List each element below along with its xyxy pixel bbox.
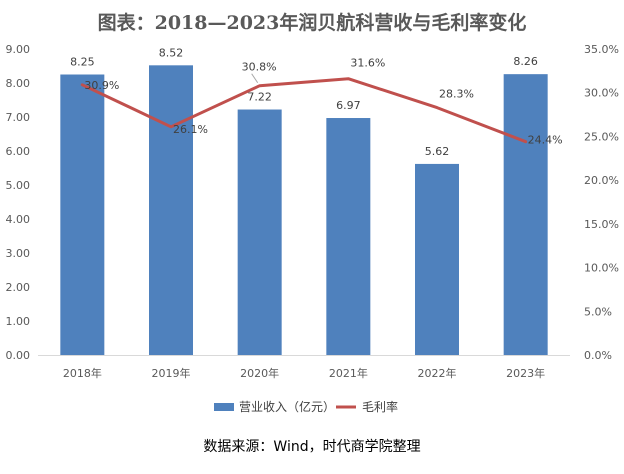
margin-data-label: 30.8% — [242, 61, 277, 74]
y-left-tick-label: 3.00 — [6, 247, 31, 260]
y-right-tick-label: 10.0% — [584, 262, 619, 275]
x-tick-label: 2022年 — [418, 366, 457, 380]
y-right-tick-label: 35.0% — [584, 43, 619, 56]
x-tick-label: 2018年 — [63, 366, 102, 380]
margin-data-label: 31.6% — [350, 57, 385, 70]
margin-data-label: 28.3% — [439, 88, 474, 101]
y-left-tick-label: 4.00 — [6, 213, 31, 226]
y-right-tick-label: 5.0% — [584, 305, 612, 318]
x-tick-label: 2023年 — [506, 366, 545, 380]
x-tick-label: 2019年 — [152, 366, 191, 380]
y-left-tick-label: 8.00 — [6, 77, 31, 90]
margin-data-label: 26.1% — [173, 123, 208, 136]
x-tick-label: 2020年 — [240, 366, 279, 380]
chart-title: 图表：2018—2023年润贝航科营收与毛利率变化 — [97, 12, 527, 34]
y-left-tick-label: 9.00 — [6, 43, 31, 56]
revenue-bar — [149, 65, 193, 355]
y-right-tick-label: 30.0% — [584, 87, 619, 100]
revenue-data-label: 8.25 — [70, 56, 95, 69]
y-right-tick-label: 0.0% — [584, 349, 612, 362]
y-left-tick-label: 5.00 — [6, 179, 31, 192]
y-left-tick-label: 0.00 — [6, 349, 31, 362]
x-tick-label: 2021年 — [329, 366, 368, 380]
revenue-data-label: 6.97 — [336, 99, 361, 112]
legend-swatch-revenue — [214, 403, 234, 411]
margin-label-leader — [251, 73, 259, 83]
margin-data-label: 24.4% — [528, 134, 563, 147]
y-left-tick-label: 1.00 — [6, 315, 31, 328]
margin-line — [80, 77, 528, 144]
y-left-tick-label: 7.00 — [6, 111, 31, 124]
y-left-tick-label: 6.00 — [6, 145, 31, 158]
revenue-data-label: 8.52 — [159, 46, 184, 59]
legend-label-margin: 毛利率 — [362, 399, 398, 414]
revenue-data-label: 7.22 — [247, 91, 272, 104]
y-left-tick-label: 2.00 — [6, 281, 31, 294]
y-right-tick-label: 20.0% — [584, 174, 619, 187]
revenue-bar — [60, 74, 105, 355]
revenue-bar — [503, 74, 548, 355]
margin-data-label: 30.9% — [84, 79, 119, 92]
revenue-data-label: 5.62 — [425, 145, 450, 158]
legend-label-revenue: 营业收入（亿元） — [239, 399, 335, 414]
revenue-bar — [415, 163, 459, 355]
revenue-bar — [326, 118, 371, 356]
revenue-bar — [237, 109, 282, 356]
source-note: 数据来源：Wind，时代商学院整理 — [203, 439, 421, 455]
y-right-tick-label: 15.0% — [584, 218, 619, 231]
y-right-tick-label: 25.0% — [584, 130, 619, 143]
revenue-data-label: 8.26 — [513, 55, 538, 68]
